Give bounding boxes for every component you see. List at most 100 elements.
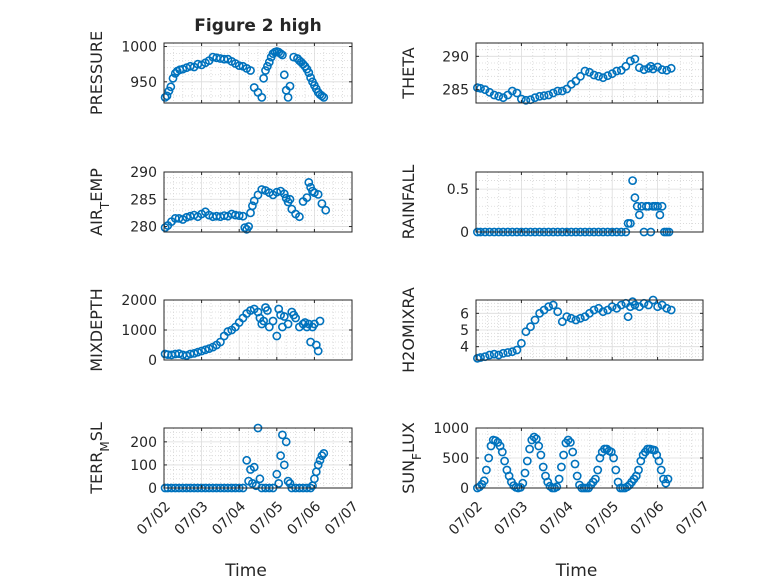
data-point [234, 61, 244, 70]
x-axis-label: Time [224, 561, 267, 581]
data-point [612, 66, 622, 76]
data-point [507, 347, 517, 357]
data-point [484, 453, 494, 463]
subplot-h2omixra: 456 H2OMIXRA [399, 287, 704, 373]
x-tick-label: 07/02 [134, 499, 174, 539]
data-point [283, 319, 293, 329]
y-axis-label: SUNFLUX [399, 422, 424, 494]
data-point [279, 189, 289, 199]
tick-marks [475, 172, 704, 233]
data-point [576, 71, 585, 81]
data-point [580, 66, 590, 76]
subplot-pressure: 950 1000 PRESSURE Figure 2 high [87, 16, 353, 115]
tick-marks [163, 171, 353, 232]
label-part: SL [87, 422, 106, 441]
x-tick-label: 07/05 [247, 499, 287, 539]
y-tick-label: 285 [442, 83, 469, 99]
data-point [274, 478, 284, 488]
data-point [650, 445, 659, 455]
tick-marks [475, 300, 704, 360]
y-tick-label: 200 [130, 435, 157, 451]
data-point [255, 474, 265, 484]
data-point [563, 435, 573, 445]
data-point [319, 448, 329, 458]
y-axis-label: THETA [399, 47, 418, 99]
data-point [518, 478, 528, 488]
data-point [479, 476, 489, 486]
data-point [491, 436, 500, 445]
y-tick-label: 2000 [121, 293, 157, 309]
data-point [219, 54, 229, 64]
data-point [559, 450, 568, 460]
y-tick-label: 290 [130, 165, 157, 181]
data-point [249, 462, 259, 472]
data-point [257, 93, 267, 102]
tick-marks [163, 428, 353, 489]
data-point [662, 303, 672, 313]
data-point [653, 302, 662, 312]
subplot-sun-flux: 0 500 1000 SUNFLUX 07/02 07/03 07/04 07/05 07/06… [399, 421, 713, 581]
data-point [576, 313, 585, 323]
data-point [276, 451, 285, 461]
y-axis-label: PRESSURE [87, 31, 106, 115]
subplot-terr-msl: 0 100 200 TERRMSL 07/0207/0307/0407/0507/060… [87, 422, 362, 581]
tick-marks [475, 43, 704, 103]
data-point [277, 50, 287, 60]
data-point [553, 307, 563, 317]
data-point [517, 338, 526, 348]
y-tick-label: 100 [130, 458, 157, 474]
data-point [623, 312, 633, 322]
grid-lines [475, 171, 704, 233]
data-point [666, 305, 676, 315]
y-tick-label: 1000 [121, 323, 157, 339]
data-point [589, 70, 599, 80]
data-point [548, 300, 558, 310]
y-tick-label: 5 [460, 323, 469, 339]
data-point [276, 49, 285, 58]
y-tick-label: 4 [460, 340, 469, 356]
data-point [635, 210, 644, 220]
data-point [242, 455, 252, 465]
y-tick-label: 1000 [433, 421, 469, 437]
data-point [529, 432, 539, 442]
data-point [562, 84, 572, 94]
data-point [294, 212, 304, 222]
label-part: SUN [399, 460, 418, 494]
data-point [634, 465, 643, 475]
data-point [557, 86, 567, 96]
data-point [485, 350, 494, 360]
data-point [497, 447, 507, 457]
data-point [264, 57, 274, 67]
label-part: TERR [87, 452, 106, 495]
data-point [654, 456, 664, 466]
data-point [494, 350, 504, 360]
label-subscript: M [98, 441, 112, 451]
x-tick-label: 07/06 [628, 499, 668, 539]
data-point [319, 93, 329, 102]
data-series [160, 47, 329, 102]
data-point [313, 460, 323, 470]
x-tick-label: 07/04 [209, 499, 249, 539]
x-tick-label: 07/05 [582, 499, 622, 539]
y-axis-label: AIRTEMP [87, 168, 112, 236]
y-axis-label: H2OMIXRA [399, 287, 418, 373]
data-point [261, 66, 270, 75]
data-point [279, 312, 289, 321]
data-point [585, 67, 594, 77]
data-point [512, 345, 522, 355]
data-point [262, 306, 272, 315]
data-point [313, 189, 323, 199]
data-point [632, 201, 642, 211]
data-point [162, 91, 172, 101]
data-point [197, 346, 206, 356]
data-point [317, 451, 327, 461]
data-point [259, 73, 268, 83]
chart-title: Figure 2 high [194, 16, 322, 36]
data-point [552, 482, 562, 492]
tick-marks [163, 43, 353, 103]
y-tick-label: 0 [460, 481, 469, 497]
data-point [291, 313, 300, 323]
data-point [534, 441, 544, 451]
axes-box [163, 427, 353, 489]
x-tick-label: 07/07 [673, 499, 713, 539]
